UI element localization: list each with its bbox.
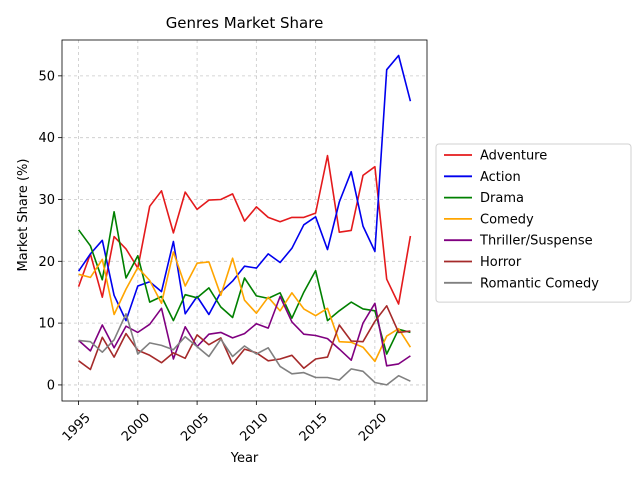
y-tick-label: 20: [38, 255, 55, 270]
legend: Adventure Action Drama Comedy Thriller/Suspe…: [435, 143, 632, 303]
legend-label: Drama: [480, 191, 524, 206]
series-line-horror: [78, 304, 411, 371]
series-line-romantic-comedy: [78, 312, 411, 386]
series-lines: [77, 54, 412, 386]
y-tick-label: 50: [38, 69, 55, 84]
y-tick-label: 30: [38, 193, 55, 208]
legend-label: Adventure: [480, 149, 547, 164]
chart-title: Genres Market Share: [166, 14, 324, 32]
y-tick-label: 10: [38, 317, 55, 332]
plot-area-frame: [61, 39, 428, 402]
legend-label: Comedy: [480, 212, 534, 227]
legend-label: Romantic Comedy: [480, 276, 599, 291]
grid-lines: [62, 40, 427, 401]
y-tick-label: 40: [38, 131, 55, 146]
series-line-comedy: [78, 251, 412, 363]
y-axis-label: Market Share (%): [16, 159, 31, 272]
series-line-action: [77, 54, 412, 322]
legend-label: Thriller/Suspense: [479, 234, 593, 249]
legend-label: Action: [480, 170, 521, 185]
legend-frame: [435, 143, 632, 303]
series-line-drama: [77, 211, 411, 355]
x-axis-label: Year: [230, 451, 259, 466]
legend-label: Horror: [480, 255, 522, 270]
y-tick-label: 0: [47, 378, 55, 393]
y-axis: 0 10 20 30 40 50: [38, 69, 62, 393]
series-line-thriller-suspense: [78, 295, 411, 367]
